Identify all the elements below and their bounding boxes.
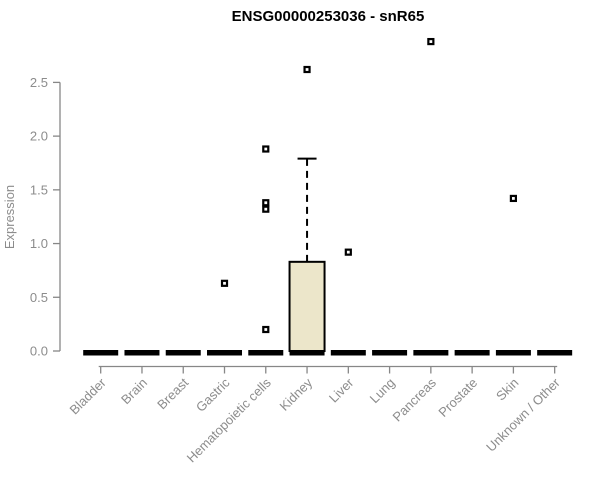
outlier-point: [303, 65, 311, 74]
boxplot-median: [413, 350, 449, 356]
y-tick-label: 1.0: [30, 236, 48, 251]
x-category-label: Skin: [493, 375, 521, 403]
outlier-point: [262, 199, 270, 207]
x-category-label: Unknown / Other: [483, 375, 563, 455]
outlier-point: [262, 325, 270, 334]
y-tick-label: 0.5: [30, 290, 48, 305]
outlier-point: [509, 194, 517, 203]
y-tick-label: 2.0: [30, 129, 48, 144]
boxplot-median: [83, 350, 119, 356]
x-category-label: Breast: [154, 375, 191, 412]
boxplot-median: [289, 350, 325, 356]
outlier-point: [344, 248, 352, 256]
boxplot-median: [248, 350, 284, 356]
x-category-label: Gastric: [193, 375, 233, 415]
boxplot-median: [207, 350, 243, 356]
x-category-label: Liver: [326, 375, 357, 406]
chart-title: ENSG00000253036 - snR65: [232, 8, 425, 25]
x-category-label: Bladder: [67, 375, 110, 418]
boxplot-median: [165, 350, 201, 356]
boxplot-box: [288, 260, 326, 352]
y-tick-label: 2.5: [30, 75, 48, 90]
boxplot-median: [454, 350, 490, 356]
y-tick-label: 1.5: [30, 182, 48, 197]
boxplot-median: [495, 350, 531, 356]
plot-area: [83, 37, 573, 356]
outlier-point: [427, 37, 435, 46]
boxplot-median: [372, 350, 408, 356]
x-category-label: Lung: [367, 375, 398, 406]
boxplot-median: [124, 350, 160, 356]
boxplot-median: [537, 350, 573, 356]
x-category-label: Pancreas: [390, 375, 440, 425]
x-category-label: Brain: [118, 375, 150, 407]
y-tick-label: 0.0: [30, 344, 48, 359]
x-category-label: Kidney: [276, 375, 315, 414]
boxplot-median: [330, 350, 366, 356]
outlier-point: [262, 205, 270, 213]
outlier-point: [262, 145, 270, 153]
y-axis-title: Expression: [2, 185, 17, 249]
x-category-label: Prostate: [435, 375, 480, 420]
outlier-point: [220, 279, 229, 287]
